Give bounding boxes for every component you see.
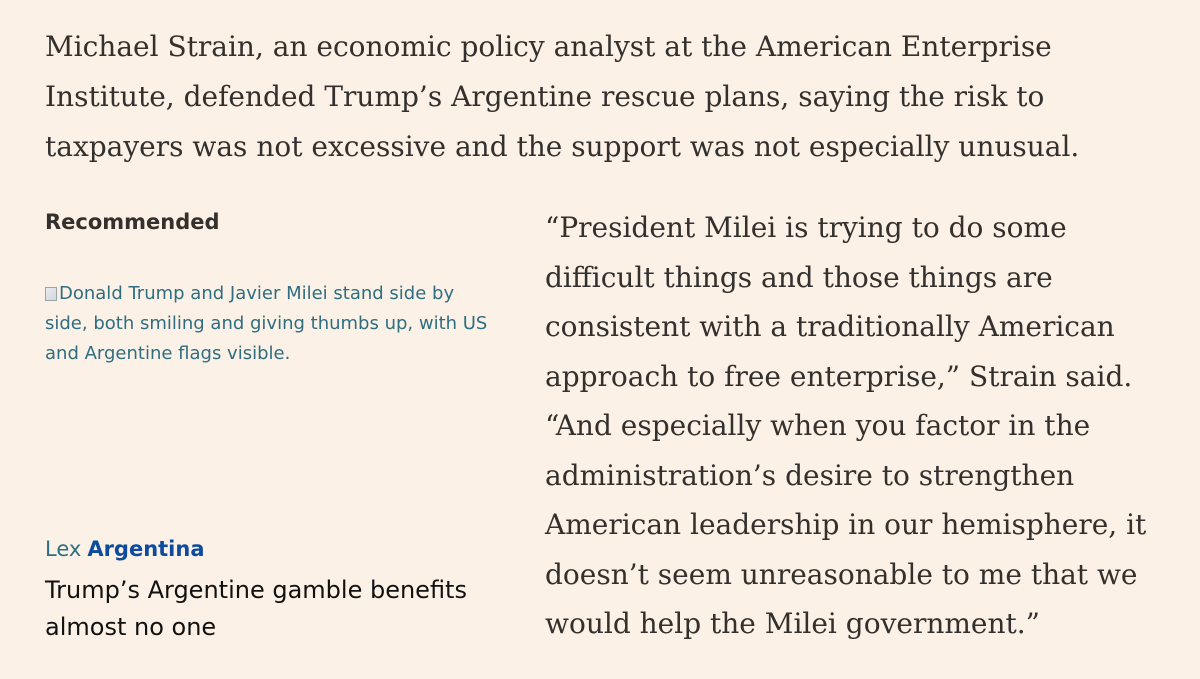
lead-paragraph: Michael Strain, an economic policy analy… [45, 30, 1080, 163]
recommended-image-alt: Donald Trump and Javier Milei stand side… [45, 283, 487, 364]
recommended-genre: Lex [45, 537, 82, 561]
recommended-image[interactable]: Donald Trump and Javier Milei stand side… [45, 279, 495, 534]
recommended-heading: Recommended [45, 210, 220, 234]
recommended-headline-link[interactable]: Trump’s Argentine gamble benefits almost… [45, 576, 467, 641]
recommended-topic-link[interactable]: Argentina [87, 537, 205, 561]
recommended-tag: Lex Argentina [45, 534, 505, 564]
broken-image-icon [45, 287, 57, 301]
quote-paragraph: “President Milei is trying to do some di… [545, 211, 1147, 640]
recommended-image-alt-text: Donald Trump and Javier Milei stand side… [45, 283, 488, 364]
recommended-panel: Recommended Donald Trump and Javier Mile… [45, 200, 505, 646]
